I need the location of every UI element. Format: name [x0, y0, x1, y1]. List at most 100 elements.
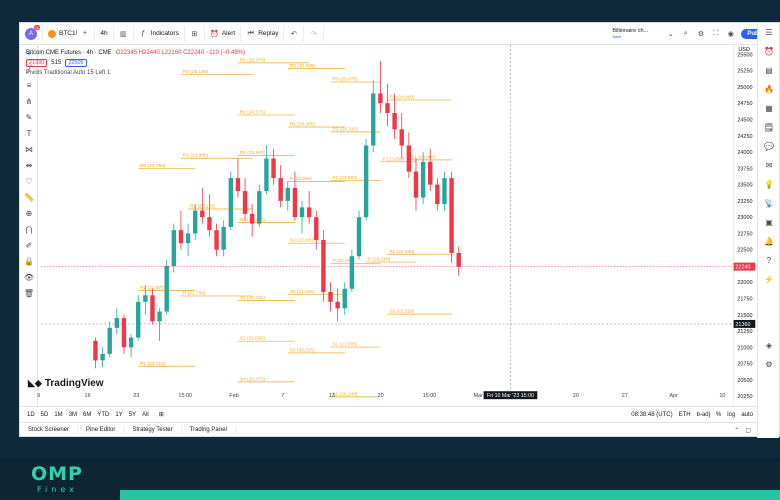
alert-label: Alert [221, 30, 236, 37]
pivot-label: S2 (21,720) [240, 295, 265, 301]
alerts-icon[interactable]: ⏰ [764, 47, 774, 56]
heart-icon[interactable]: ♡ [25, 176, 33, 186]
calendar-icon[interactable]: ▦ [765, 104, 773, 113]
avatar-letter: A [28, 30, 33, 37]
calendar-alt-icon[interactable]: ▣ [765, 218, 773, 227]
range-1y[interactable]: 1Y [115, 411, 123, 418]
text-icon[interactable]: T [26, 128, 32, 138]
indicator-label[interactable]: Pivots Traditional Auto 15 Left 1 [26, 70, 111, 76]
tab-strategy-tester[interactable]: Strategy Tester [124, 427, 182, 433]
range-1d[interactable]: 1D [27, 411, 35, 418]
clock[interactable]: 08:38:48 (UTC) [631, 411, 673, 418]
candle-body [228, 178, 233, 227]
trend-line-icon[interactable]: ╱ [26, 64, 32, 74]
pivot-label: S2 (21,815) [290, 289, 315, 295]
hotlists-icon[interactable]: 🔥 [764, 85, 774, 94]
pulse-icon[interactable]: ⚡ [764, 275, 774, 284]
candle-body [128, 337, 134, 348]
search-icon[interactable]: ⌕ [683, 29, 688, 37]
range-1m[interactable]: 1M [54, 411, 63, 418]
chart-legend: Bitcoin CME Futures · 4h · CME O22345 H2… [26, 48, 245, 78]
chart-title[interactable]: Bitcoin CME Futures · 4h · CME [26, 50, 112, 56]
session-toggle[interactable]: ETH [678, 411, 691, 418]
maximize-icon[interactable]: ▢ [745, 427, 751, 434]
currency-label: USD [738, 47, 750, 53]
ideas-icon[interactable]: 💡 [764, 180, 774, 189]
range-ytd[interactable]: YTD [97, 411, 110, 418]
auto-toggle[interactable]: auto [741, 411, 753, 418]
streams-icon[interactable]: 📡 [764, 199, 774, 208]
percent-toggle[interactable]: % [715, 411, 722, 418]
time-tick-label: 27 [622, 393, 628, 399]
layers-icon[interactable]: ◈ [765, 341, 773, 350]
pivot-lines: R2 (25,370) R2 (25,285) R3 (25,190) R3 (25,… [138, 57, 452, 397]
interval-selector[interactable]: 4h [95, 25, 114, 42]
replay-button[interactable]: ⏮ Replay [241, 25, 285, 42]
magnet-icon[interactable]: ⋂ [25, 224, 33, 234]
notifications-icon[interactable]: 🔔 [764, 237, 774, 246]
fullscreen-icon[interactable]: ⛶ [713, 29, 719, 37]
watchlist-icon[interactable]: ☰ [765, 28, 773, 37]
range-5d[interactable]: 5D [40, 411, 49, 418]
date-range-icon[interactable]: ⊞ [158, 412, 164, 418]
range-5y[interactable]: 5Y [128, 411, 137, 418]
chevron-up-icon[interactable]: ⌃ [734, 427, 740, 434]
pitchfork-icon[interactable]: ⋔ [25, 96, 33, 106]
redo-button[interactable]: ↷ [304, 25, 325, 42]
pencil-lock-icon[interactable]: ✐ [25, 240, 33, 250]
ruler-icon[interactable]: 📏 [24, 192, 34, 202]
indicators-button[interactable]: ƒ Indicators [134, 25, 185, 42]
undo-button[interactable]: ↶ [284, 25, 305, 42]
zoom-in-icon[interactable]: ⊕ [25, 208, 33, 218]
avatar[interactable]: A 11 [25, 24, 40, 40]
candle-body [136, 301, 141, 338]
tab-trading-panel[interactable]: Trading Panel [182, 427, 236, 433]
range-3m[interactable]: 3M [68, 411, 78, 418]
chat-icon[interactable]: 💬 [764, 142, 774, 151]
tab-pine-editor[interactable]: Pine Editor [78, 427, 125, 433]
time-tick-label: 10 [719, 393, 725, 399]
pattern-icon[interactable]: ⋈ [25, 144, 33, 154]
messages-icon[interactable]: ✉ [765, 161, 773, 170]
range-all[interactable]: All [142, 411, 149, 418]
undo-icon: ↶ [291, 30, 297, 38]
lock-icon[interactable]: 🔒 [24, 256, 34, 266]
candle-body [314, 217, 319, 240]
symbol-search[interactable]: BTC1! + [43, 25, 96, 42]
ask-price[interactable]: 22505 [65, 59, 87, 67]
horizontal-lines-icon[interactable]: ≡ [26, 80, 32, 90]
help-icon[interactable]: ? [766, 256, 772, 265]
pivot-label: S1 (21,005) [333, 342, 358, 348]
crosshair-icon[interactable]: + [26, 48, 32, 58]
log-toggle[interactable]: log [727, 411, 736, 418]
candle-body [385, 103, 390, 113]
tradingview-watermark: ◣◆ TradingView [28, 378, 104, 389]
brush-icon[interactable]: ✎ [25, 112, 33, 122]
plus-icon[interactable]: + [82, 30, 87, 37]
layout-selector[interactable]: Billionaire ch... Save [612, 28, 660, 40]
settings-gear-icon[interactable]: ⚙ [765, 360, 773, 369]
range-6m[interactable]: 6M [83, 411, 92, 418]
data-window-icon[interactable]: ▤ [765, 66, 773, 75]
camera-icon[interactable]: ◉ [727, 30, 734, 38]
candle-body [356, 217, 362, 257]
notes-icon[interactable]: 🗒 [763, 123, 775, 132]
pivot-label: R1 (23,945) [240, 150, 266, 156]
gear-icon[interactable]: ⚙ [697, 30, 704, 38]
bid-price[interactable]: 21990 [26, 59, 48, 67]
symbol-label: BTC1! [59, 30, 78, 37]
adjust-toggle[interactable]: b-adj [696, 411, 710, 418]
chevron-down-icon[interactable]: ⌄ [667, 30, 674, 38]
alert-button[interactable]: ⏰ Alert [205, 25, 242, 42]
trash-icon[interactable]: 🗑 [23, 288, 35, 298]
pivot-label: R1 (24,800) [389, 94, 415, 100]
templates-button[interactable]: ⊞ [185, 25, 205, 42]
chart-style-button[interactable]: ▥ [114, 25, 134, 42]
eye-icon[interactable]: 👁 [23, 272, 35, 282]
forecast-icon[interactable]: ⇹ [25, 160, 33, 170]
tab-stock-screener[interactable]: Stock Screener [20, 427, 79, 433]
user-menu[interactable]: A 11 [20, 24, 43, 42]
